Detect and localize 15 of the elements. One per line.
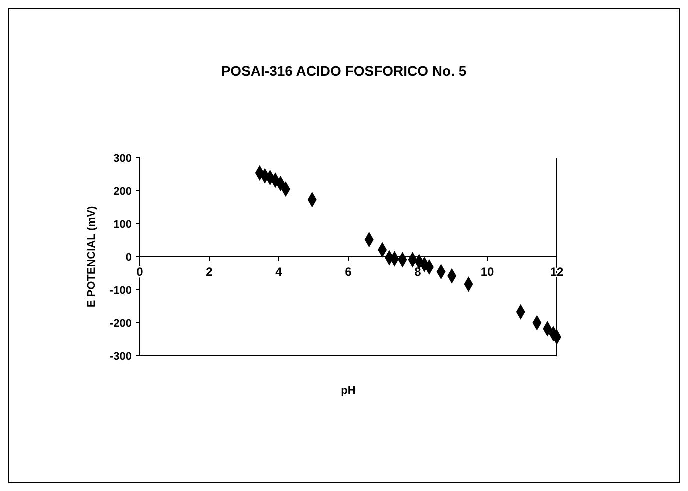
x-tick-label: 4: [276, 265, 283, 279]
y-tick-label: -200: [110, 318, 132, 330]
x-tick-label: 10: [480, 265, 494, 279]
y-tick-label: 0: [126, 252, 132, 264]
x-tick-label: 8: [414, 265, 422, 279]
y-tick-label: 100: [114, 218, 132, 231]
y-axis-title: E POTENCIAL (mV): [86, 206, 98, 308]
x-tick-label: 2: [206, 265, 214, 279]
y-tick-label: 300: [114, 152, 132, 165]
x-axis-title: pH: [341, 385, 356, 397]
chart-title: POSAI-316 ACIDO FOSFORICO No. 5: [221, 63, 467, 79]
y-tick-label: 200: [114, 186, 132, 198]
y-tick-label: -100: [110, 284, 132, 297]
x-tick-label: 6: [345, 265, 352, 279]
y-tick-label: -300: [110, 350, 132, 363]
